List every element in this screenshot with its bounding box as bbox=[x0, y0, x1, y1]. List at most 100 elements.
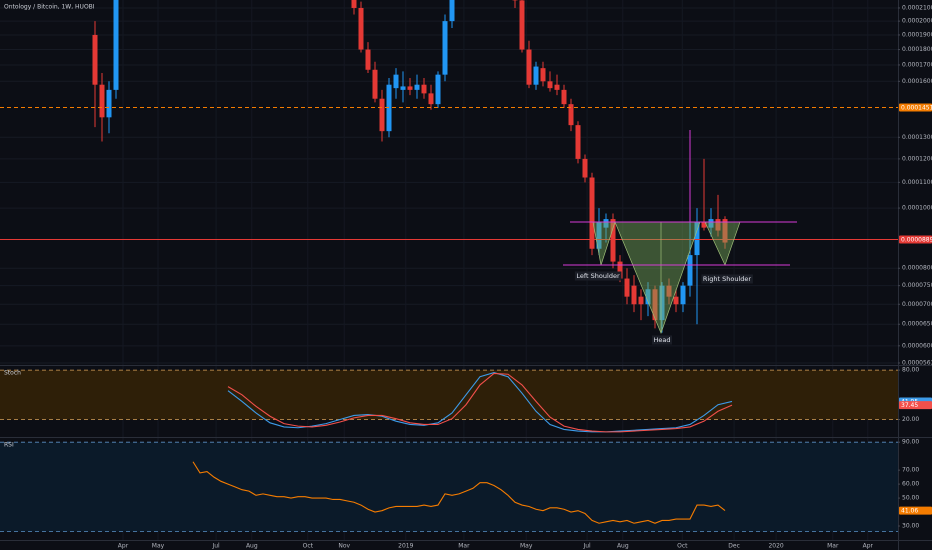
panel-title: Stoch bbox=[4, 370, 21, 377]
candle-body bbox=[435, 74, 441, 105]
candle-body bbox=[99, 84, 105, 118]
indicator-line bbox=[192, 461, 726, 524]
candle-body bbox=[694, 221, 700, 256]
candle-body bbox=[400, 86, 406, 90]
labels: 0.00021000 0.00020000 0.00019000 0.00018000… bbox=[4, 4, 932, 550]
y-tick-label: 0.00020000 bbox=[902, 18, 932, 25]
y-tick-label: 0.00018000 bbox=[902, 46, 932, 53]
candle-body bbox=[414, 84, 420, 90]
x-tick-label: Oct bbox=[303, 543, 314, 550]
rsi-plot bbox=[192, 461, 726, 524]
candle-body bbox=[442, 21, 448, 75]
candle-body bbox=[428, 93, 434, 105]
y-tick-label: 0.00016000 bbox=[902, 78, 932, 85]
indicator-line bbox=[227, 372, 733, 433]
band-fill bbox=[0, 442, 898, 532]
candle-body bbox=[526, 49, 532, 85]
candle-body bbox=[638, 296, 644, 305]
candle-body bbox=[540, 68, 546, 82]
y-tick-label: 0.00017000 bbox=[902, 61, 932, 68]
annotation-background bbox=[652, 335, 672, 345]
candle-body bbox=[547, 81, 553, 89]
candle-body bbox=[596, 221, 602, 249]
candle-body bbox=[575, 125, 581, 159]
value-label-box bbox=[899, 401, 932, 410]
candle-body bbox=[533, 66, 539, 85]
y-tick-label: 0.00010000 bbox=[902, 205, 932, 212]
x-tick-label: Jul bbox=[211, 543, 220, 550]
candle-body bbox=[379, 98, 385, 132]
candle-body bbox=[631, 285, 637, 305]
candle-body bbox=[106, 89, 112, 118]
candle-body bbox=[407, 86, 413, 90]
y-tick-label: 0.00012000 bbox=[902, 155, 932, 162]
y-tick-label: 0.00006000 bbox=[902, 342, 932, 349]
candle-body bbox=[365, 49, 371, 70]
pattern-annotation: Right Shoulder bbox=[703, 275, 751, 283]
y-tick-label: 30.00 bbox=[902, 523, 919, 530]
y-tick-label: 20.00 bbox=[902, 416, 919, 423]
candle-body bbox=[519, 0, 525, 50]
y-tick-label: 0.00021000 bbox=[902, 4, 932, 11]
candle-body bbox=[113, 0, 119, 90]
candle-body bbox=[582, 158, 588, 178]
candle-body bbox=[610, 219, 616, 262]
y-tick-label: 0.00019000 bbox=[902, 31, 932, 38]
value-label: 37.45 bbox=[901, 402, 918, 409]
candle-body bbox=[624, 278, 630, 297]
head-and-shoulders-pattern bbox=[563, 130, 797, 334]
candle-body bbox=[393, 74, 399, 89]
candle-body bbox=[659, 285, 665, 321]
y-tick-label: 0.00011000 bbox=[902, 179, 932, 186]
annotation-background bbox=[574, 271, 622, 281]
panel-title: RSI bbox=[4, 442, 14, 449]
candle-body bbox=[603, 219, 609, 228]
candle-body bbox=[421, 84, 427, 94]
value-label-box bbox=[899, 506, 932, 515]
candle-body bbox=[680, 285, 686, 305]
x-tick-label: Apr bbox=[863, 543, 874, 550]
value-label: 41.06 bbox=[901, 507, 918, 514]
candle-body bbox=[561, 89, 567, 105]
candle-body bbox=[589, 177, 595, 249]
y-tick-label: 0.00006500 bbox=[902, 321, 932, 328]
x-tick-label: Mar bbox=[458, 543, 470, 550]
annotation-background bbox=[701, 274, 753, 284]
y-tick-label: 60.00 bbox=[902, 481, 919, 488]
y-tick-label: 0.00013000 bbox=[902, 134, 932, 141]
price-plot bbox=[0, 0, 898, 333]
y-tick-label: 50.00 bbox=[902, 495, 919, 502]
value-label-box bbox=[899, 235, 932, 244]
y-tick-label: 0.00008000 bbox=[902, 265, 932, 272]
x-tick-label: Mar bbox=[827, 543, 839, 550]
x-tick-label: 2019 bbox=[398, 543, 413, 550]
value-label: 0.00008899 bbox=[901, 236, 932, 243]
y-tick-label: 90.00 bbox=[902, 439, 919, 446]
candle-body bbox=[666, 285, 672, 297]
x-tick-label: Oct bbox=[677, 543, 688, 550]
x-tick-label: May bbox=[520, 543, 533, 550]
candle-body bbox=[92, 34, 98, 85]
x-tick-label: Apr bbox=[118, 543, 129, 550]
indicator-bands bbox=[0, 369, 898, 533]
x-tick-label: 2020 bbox=[768, 543, 783, 550]
stoch-plot bbox=[227, 372, 733, 433]
y-tick-label: 0.00007000 bbox=[902, 301, 932, 308]
value-label: 0.00014516 bbox=[901, 104, 932, 111]
y-tick-label: 80.00 bbox=[902, 367, 919, 374]
candle-body bbox=[449, 0, 455, 22]
pattern-annotation: Left Shoulder bbox=[576, 272, 620, 280]
indicator-line bbox=[227, 372, 733, 433]
candle-body bbox=[351, 0, 357, 8]
y-tick-label: 70.00 bbox=[902, 467, 919, 474]
pattern-annotation: Head bbox=[654, 336, 671, 344]
candle-body bbox=[687, 255, 693, 286]
candle-body bbox=[617, 261, 623, 279]
candle-body bbox=[645, 289, 651, 305]
candle-body bbox=[701, 221, 707, 228]
candle-body bbox=[708, 219, 714, 228]
candle-body bbox=[715, 219, 721, 231]
x-tick-label: Nov bbox=[338, 543, 350, 550]
